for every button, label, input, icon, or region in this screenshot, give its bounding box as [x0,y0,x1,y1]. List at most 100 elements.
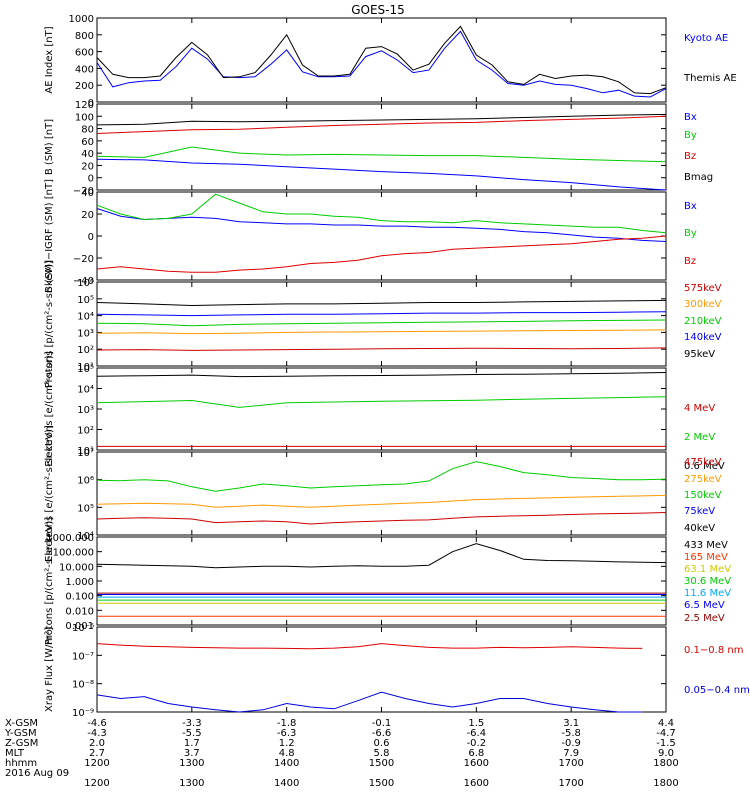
series-line [96,396,667,408]
y-tick-label: 0 [88,98,94,109]
y-tick-label: 20 [81,210,94,221]
legend-entry: 40keV [684,523,715,534]
time-axis-row-label: Y-GSM [4,728,37,739]
legend-entry: 475keV [684,457,722,468]
y-tick-label: 200 [75,81,94,92]
y-tick-label: −20 [73,254,94,265]
time-axis-value: 9.0 [658,748,674,759]
y-tick-label: 10¹ [77,362,94,373]
time-axis-value: -6.6 [372,728,392,739]
time-tick-label: 1600 [464,778,489,789]
series-line [96,235,667,273]
legend-entry: 63.1 MeV [684,564,731,575]
legend-entry: 11.6 MeV [684,588,731,599]
y-axis-label: Protons [p/(cm²-s-sr-keV)] [44,260,55,388]
y-tick-label: 10² [77,426,94,437]
y-tick-label: 0 [88,174,94,185]
time-axis-value: 1700 [558,758,583,769]
legend-entry: 0.05−0.4 nm [684,685,750,696]
y-axis-label: B (SM) [nT] [44,119,55,175]
y-tick-label: 10⁴ [77,312,94,323]
y-tick-label: 10³ [77,405,94,416]
time-axis-value: 6.8 [468,748,484,759]
time-axis-value: 1300 [179,758,204,769]
series-line [96,461,667,492]
series-line [96,372,667,378]
legend-entry: 433 MeV [684,540,728,551]
legend-entry: 75keV [684,506,715,517]
time-tick-label: 1200 [84,778,109,789]
y-tick-label: 10⁻⁹ [72,708,94,719]
time-axis-value: 1200 [84,758,109,769]
y-tick-label: 10⁶ [77,278,94,289]
legend-entry: 2.5 MeV [684,613,725,624]
time-axis-row-label: MLT [5,748,25,759]
series-line [96,25,667,95]
series-line [96,208,667,242]
y-tick-label: 600 [75,48,94,59]
time-axis-value: -5.8 [561,728,581,739]
series-line [96,30,667,98]
time-axis-value: -1.5 [656,738,676,749]
legend-entry: 30.6 MeV [684,576,731,587]
y-tick-label: 10⁻⁸ [72,680,94,691]
y-tick-label: 100 [75,112,94,123]
series-line [96,347,667,351]
time-axis-row-label: 2016 Aug 09 [5,768,69,779]
y-tick-label: 0.010 [65,606,94,617]
series-line [96,494,667,508]
time-tick-label: 1800 [653,778,678,789]
y-tick-label: 120 [75,100,94,111]
time-axis-value: 4.4 [658,718,674,729]
legend-entry: 0.1−0.8 nm [684,645,743,656]
series-line [96,193,667,234]
y-tick-label: 10⁻⁷ [72,651,94,662]
y-tick-label: 1000 [69,14,94,25]
time-axis-value: 1.5 [468,718,484,729]
legend-entry: Kyoto AE [684,33,728,44]
time-axis-value: 1.7 [184,738,200,749]
legend-entry: 275keV [684,474,722,485]
panel-3: 40 20 0 −20 −40 B (SM)−IGRF (SM) [nT] Bx By Bz [44,179,697,293]
time-axis-value: 1500 [369,758,394,769]
y-axis-label: AE Index [nT] [44,26,55,93]
y-axis-label: Electrons [e/(cm²-s-sr)] [44,351,55,467]
chart-title: GOES-15 [351,3,405,17]
y-tick-label: −40 [73,276,94,287]
y-tick-label: 40 [81,188,94,199]
legend-entry: Bx [684,201,697,212]
series-line [96,329,667,335]
y-axis-label: Xray Flux [W/m²] [44,627,55,712]
panel-8: 10⁻⁶ 10⁻⁷ 10⁻⁸ 10⁻⁹ Xray Flux [W/m²] 0.1−0.8 … [44,623,750,719]
series-line [96,158,667,191]
legend-entry: 165 MeV [684,552,728,563]
time-axis-row-label: Z-GSM [5,738,38,749]
time-axis-value: -5.5 [182,728,202,739]
y-tick-label: 10¹ [77,446,94,457]
legend-entry: Bx [684,112,697,123]
y-tick-label: 1000.000 [46,533,94,544]
panel-6: 10⁷ 10⁶ 10⁵ 10⁴ Electrons [e/(cm²-s-sr-keV)]… [44,425,722,562]
time-axis-value: 1600 [464,758,489,769]
time-tick-label: 1400 [274,778,299,789]
legend-entry: Bz [684,151,696,162]
time-axis-value: 4.8 [279,748,295,759]
series-line [96,691,643,713]
time-tick-label: 1300 [179,778,204,789]
time-axis-value: -6.3 [277,728,297,739]
time-axis-value: -6.4 [467,728,487,739]
y-tick-label: 80 [81,125,94,136]
time-axis-row-label: X-GSM [5,718,38,729]
y-tick-label: 10² [77,345,94,356]
panel-1: 1000 800 600 400 200 0 AE Index [nT] Kyoto AE Th… [44,14,737,109]
y-tick-label: 0.001 [65,621,94,632]
y-tick-label: 10⁵ [77,503,94,514]
legend-entry: Bz [684,256,696,267]
series-line [96,146,667,163]
y-tick-label: 10⁻⁶ [72,623,94,634]
y-tick-label: 10⁵ [77,295,94,306]
y-tick-label: 10⁵ [77,364,94,375]
legend-entry: 0.6 MeV [684,461,725,472]
y-tick-label: 40 [81,149,94,160]
